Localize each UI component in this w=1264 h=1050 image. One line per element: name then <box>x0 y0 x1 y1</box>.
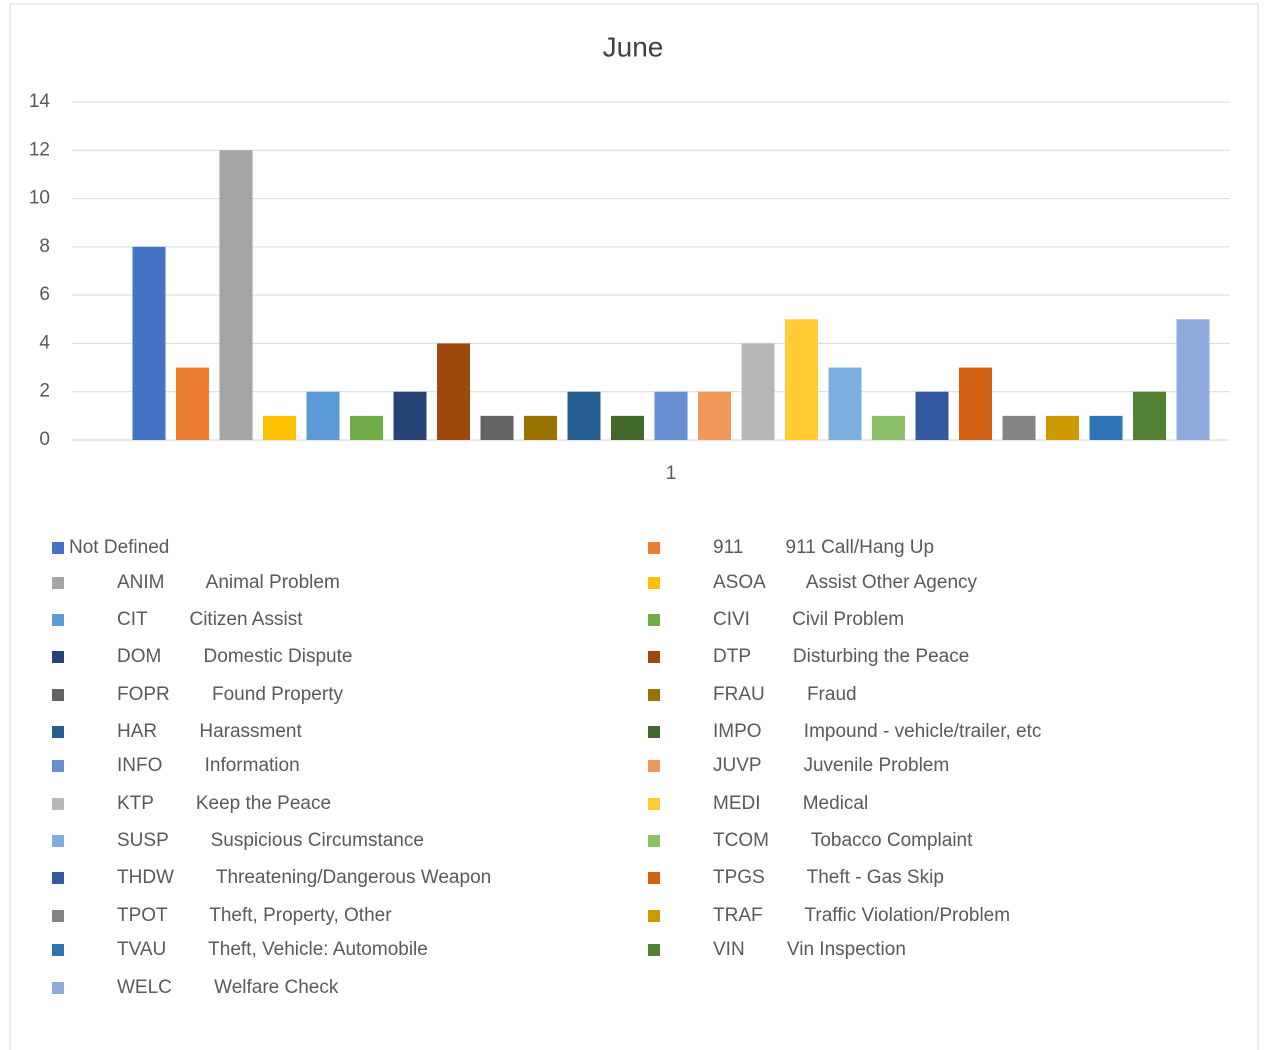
legend-swatch <box>648 872 660 884</box>
bar <box>263 415 296 440</box>
legend-label: KTP Keep the Peace <box>117 793 331 814</box>
bar <box>1176 319 1210 440</box>
y-tick-label: 4 <box>39 332 50 353</box>
legend-swatch <box>648 835 660 847</box>
legend-label: WELC Welfare Check <box>117 977 339 998</box>
legend-label: TCOM Tobacco Complaint <box>713 830 973 851</box>
legend-swatch <box>648 944 660 956</box>
legend-label: TVAU Theft, Vehicle: Automobile <box>117 939 428 960</box>
legend-label: THDW Threatening/Dangerous Weapon <box>117 867 491 888</box>
bar <box>741 343 775 440</box>
legend-swatch <box>648 577 660 589</box>
legend-label: CIT Citizen Assist <box>117 609 303 630</box>
legend-label: 911 911 Call/Hang Up <box>713 537 934 558</box>
legend-swatch <box>52 982 64 994</box>
bar <box>219 150 253 441</box>
bar <box>611 415 644 440</box>
bar <box>1046 415 1079 440</box>
legend-label: VIN Vin Inspection <box>713 939 906 960</box>
legend-label: MEDI Medical <box>713 793 868 814</box>
bar <box>437 343 470 440</box>
y-tick-label: 6 <box>39 284 50 305</box>
legend-label: INFO Information <box>117 755 300 776</box>
bar <box>350 415 383 440</box>
bar <box>828 367 862 440</box>
legend-label: TPOT Theft, Property, Other <box>117 905 392 926</box>
legend-label: DTP Disturbing the Peace <box>713 646 969 667</box>
legend-swatch <box>52 726 64 738</box>
legend-label: DOM Domestic Dispute <box>117 646 352 667</box>
legend-label: FRAU Fraud <box>713 684 857 705</box>
legend-label: ANIM Animal Problem <box>117 572 340 593</box>
legend-swatch <box>648 798 660 810</box>
legend-label: SUSP Suspicious Circumstance <box>117 830 424 851</box>
bar <box>132 246 166 440</box>
chart-title: June <box>603 31 664 62</box>
bar <box>1002 415 1036 440</box>
legend-label: IMPO Impound - vehicle/trailer, etc <box>713 721 1041 742</box>
x-tick-label: 1 <box>666 463 677 484</box>
bar <box>176 367 209 440</box>
bar <box>393 391 427 440</box>
legend-swatch <box>52 689 64 701</box>
legend-swatch <box>52 651 64 663</box>
bar <box>785 319 818 440</box>
bar <box>524 415 557 440</box>
legend-swatch <box>52 760 64 772</box>
y-tick-label: 12 <box>29 139 50 160</box>
legend-swatch <box>648 726 660 738</box>
legend-label: TPGS Theft - Gas Skip <box>713 867 944 888</box>
legend-swatch <box>52 798 64 810</box>
bar <box>480 415 514 440</box>
bar <box>306 391 340 440</box>
legend-swatch <box>52 577 64 589</box>
bar <box>959 367 992 440</box>
legend-label: CIVI Civil Problem <box>713 609 904 630</box>
y-tick-label: 0 <box>39 429 50 450</box>
legend-swatch <box>648 689 660 701</box>
chart-frame <box>9 3 1259 1050</box>
bar <box>1089 415 1123 440</box>
legend-label: Not Defined <box>69 537 169 558</box>
legend-swatch <box>648 910 660 922</box>
bar <box>1133 391 1166 440</box>
legend-swatch <box>648 614 660 626</box>
bar <box>915 391 949 440</box>
legend-swatch <box>648 760 660 772</box>
legend-swatch <box>52 614 64 626</box>
y-tick-label: 14 <box>29 91 51 112</box>
y-tick-label: 8 <box>39 236 50 257</box>
legend-swatch <box>648 651 660 663</box>
bar <box>567 391 601 440</box>
bar <box>698 391 731 440</box>
legend-label: FOPR Found Property <box>117 684 343 705</box>
legend-swatch <box>52 835 64 847</box>
y-tick-label: 2 <box>39 381 50 402</box>
legend-label: HAR Harassment <box>117 721 302 742</box>
legend-label: TRAF Traffic Violation/Problem <box>713 905 1010 926</box>
legend-label: JUVP Juvenile Problem <box>713 755 949 776</box>
bar <box>872 415 905 440</box>
legend-label: ASOA Assist Other Agency <box>713 572 978 593</box>
legend-swatch <box>52 872 64 884</box>
bar <box>654 391 688 440</box>
legend-swatch <box>52 944 64 956</box>
legend-swatch <box>52 910 64 922</box>
legend-swatch <box>648 542 660 554</box>
y-tick-label: 10 <box>29 188 50 209</box>
legend-swatch <box>52 542 64 554</box>
